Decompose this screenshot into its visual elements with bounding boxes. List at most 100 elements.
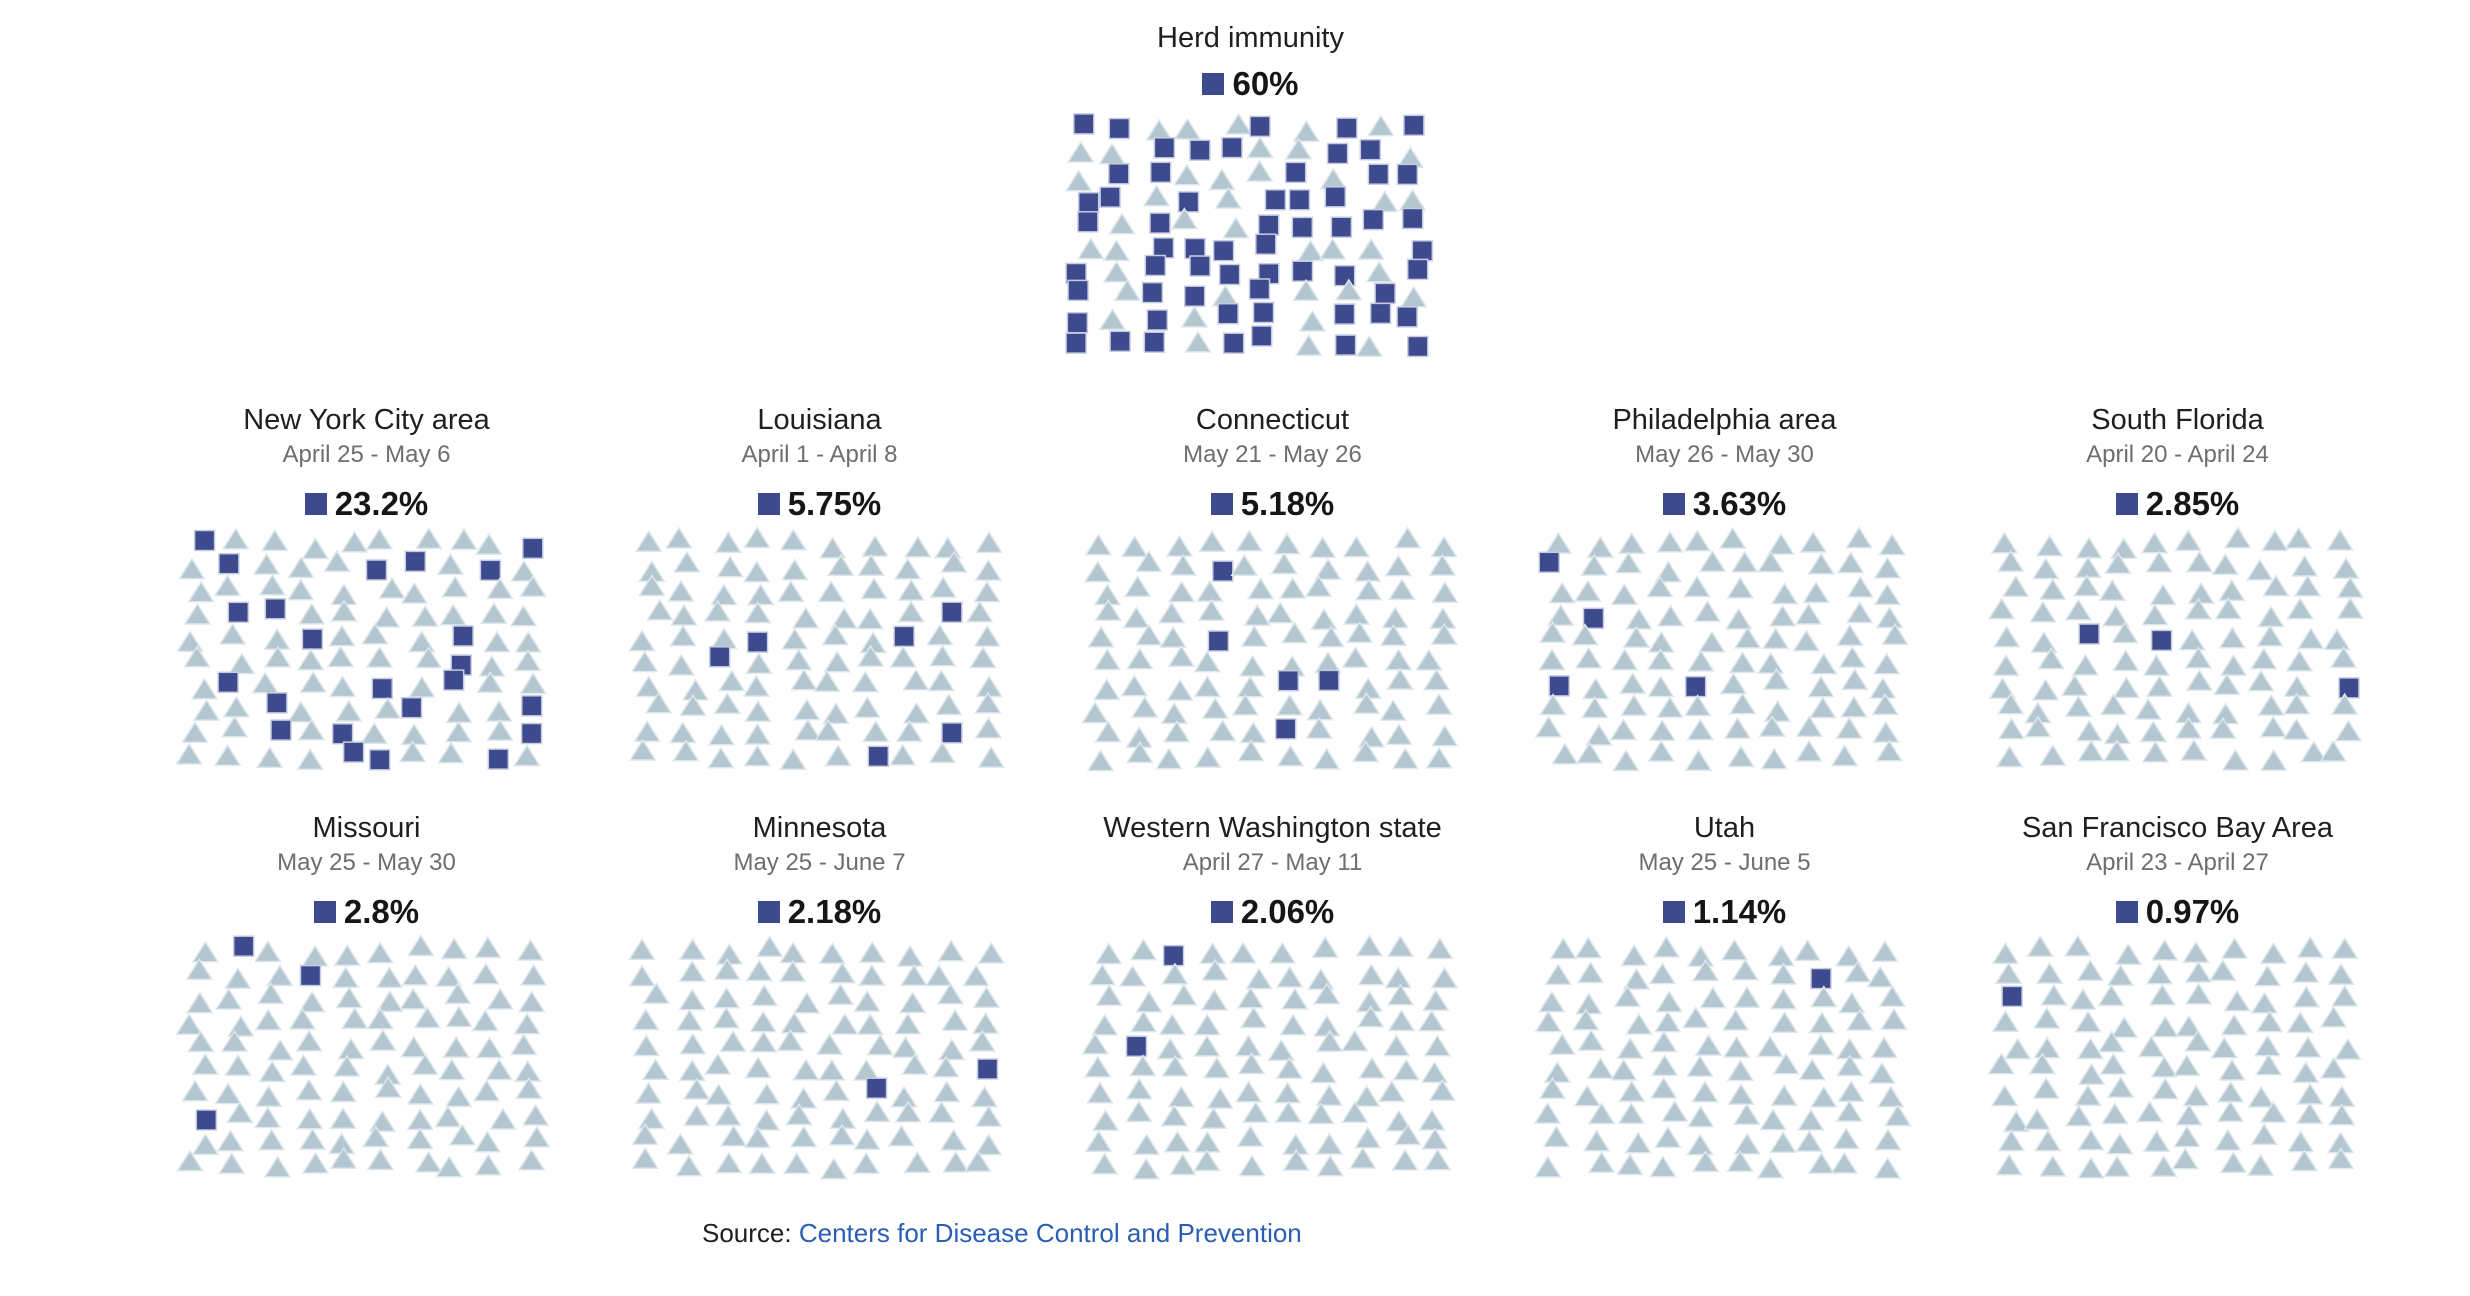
triangle-marker xyxy=(2284,526,2313,549)
triangle-marker xyxy=(1614,551,1643,574)
triangle-marker xyxy=(1845,526,1873,549)
triangle-marker xyxy=(861,719,890,743)
triangle-marker xyxy=(257,981,285,1005)
triangle-marker xyxy=(1279,1013,1307,1036)
source-line: Source: Centers for Disease Control and … xyxy=(702,1216,1302,1250)
triangle-marker xyxy=(329,1106,357,1130)
triangle-marker xyxy=(1795,714,1824,738)
triangle-marker xyxy=(1280,987,1309,1010)
triangle-marker xyxy=(719,1124,748,1147)
triangle-marker xyxy=(1809,985,1838,1008)
triangle-marker xyxy=(1756,1156,1785,1179)
triangle-marker xyxy=(1538,620,1567,644)
triangle-marker xyxy=(1996,549,2025,573)
triangle-marker xyxy=(1872,652,1901,675)
square-legend-icon xyxy=(2115,493,2138,515)
triangle-marker xyxy=(2150,938,2179,961)
triangle-marker xyxy=(1399,285,1428,308)
triangle-marker xyxy=(288,1007,317,1030)
triangle-marker xyxy=(2286,597,2315,620)
triangle-marker xyxy=(1108,212,1136,235)
triangle-marker xyxy=(1201,958,1230,981)
triangle-marker xyxy=(1650,1030,1678,1053)
triangle-marker xyxy=(1421,988,1450,1012)
triangle-marker xyxy=(1306,698,1334,721)
triangle-marker xyxy=(743,601,772,624)
triangle-marker xyxy=(1155,747,1183,770)
triangle-marker xyxy=(667,579,695,602)
triangle-marker xyxy=(1537,990,1566,1013)
triangle-marker xyxy=(2328,1084,2356,1108)
triangle-marker xyxy=(366,941,394,964)
triangle-marker xyxy=(1795,739,1823,762)
panel-date-range: April 27 - May 11 xyxy=(1182,849,1363,876)
triangle-marker xyxy=(287,700,315,723)
triangle-marker xyxy=(970,1085,999,1108)
triangle-marker xyxy=(435,1155,464,1178)
triangle-marker xyxy=(440,937,469,960)
triangle-marker xyxy=(485,699,513,722)
triangle-marker xyxy=(406,1082,435,1105)
waffle-panel-minnesota: Minnesota May 25 - June 7 2.18% xyxy=(628,810,1006,1180)
triangle-marker xyxy=(1211,284,1240,307)
triangle-marker xyxy=(1809,1085,1838,1108)
triangle-marker xyxy=(1102,238,1131,262)
triangle-marker xyxy=(1610,582,1639,606)
triangle-marker xyxy=(1090,1152,1119,1175)
triangle-marker xyxy=(932,1055,960,1078)
triangle-marker xyxy=(1352,691,1381,714)
square-marker xyxy=(1222,332,1245,354)
triangle-marker xyxy=(369,1028,397,1051)
triangle-marker xyxy=(414,646,443,669)
triangle-marker xyxy=(1991,941,2020,965)
triangle-marker xyxy=(1313,982,1341,1005)
triangle-marker xyxy=(255,745,284,769)
triangle-marker xyxy=(703,599,732,622)
triangle-marker xyxy=(2001,574,2030,598)
triangle-marker xyxy=(1880,1007,1908,1030)
triangle-marker xyxy=(974,716,1003,739)
triangle-marker xyxy=(2211,702,2240,725)
triangle-marker xyxy=(779,747,807,771)
triangle-marker xyxy=(715,942,744,965)
triangle-marker xyxy=(1160,1104,1189,1127)
triangle-marker xyxy=(2040,983,2068,1006)
triangle-marker xyxy=(1125,1077,1154,1100)
triangle-marker xyxy=(1548,581,1577,604)
square-marker xyxy=(452,625,474,647)
triangle-marker xyxy=(1276,744,1305,767)
triangle-marker xyxy=(860,577,888,600)
square-marker xyxy=(1318,669,1340,692)
triangle-marker xyxy=(1425,937,1454,960)
triangle-marker xyxy=(2071,653,2100,676)
square-marker xyxy=(1250,325,1273,347)
triangle-marker xyxy=(2326,528,2354,551)
triangle-marker xyxy=(1430,535,1458,558)
panel-value: 60% xyxy=(1202,64,1299,104)
triangle-marker xyxy=(1385,722,1413,746)
triangle-marker xyxy=(750,983,779,1007)
triangle-marker xyxy=(1617,1101,1646,1125)
triangle-marker xyxy=(1846,575,1875,598)
triangle-marker xyxy=(414,1150,443,1173)
square-marker xyxy=(1149,161,1172,184)
triangle-marker xyxy=(1698,630,1726,653)
triangle-marker xyxy=(2259,715,2288,738)
triangle-marker xyxy=(716,555,744,578)
triangle-marker xyxy=(2185,550,2214,573)
square-marker xyxy=(1109,330,1131,353)
panel-value-label: 5.18% xyxy=(1240,485,1335,522)
triangle-marker xyxy=(1875,739,1904,762)
triangle-marker xyxy=(1809,652,1838,675)
triangle-marker xyxy=(2294,1035,2322,1058)
triangle-marker xyxy=(941,1008,969,1031)
triangle-marker xyxy=(1770,582,1799,605)
triangle-marker xyxy=(1699,986,1727,1009)
triangle-marker xyxy=(2172,1053,2201,1077)
square-marker xyxy=(264,598,287,620)
source-link[interactable]: Centers for Disease Control and Preventi… xyxy=(798,1218,1302,1248)
triangle-marker xyxy=(888,743,917,766)
triangle-marker xyxy=(1135,623,1163,646)
triangle-marker xyxy=(1620,693,1648,716)
triangle-marker xyxy=(1193,1130,1222,1153)
